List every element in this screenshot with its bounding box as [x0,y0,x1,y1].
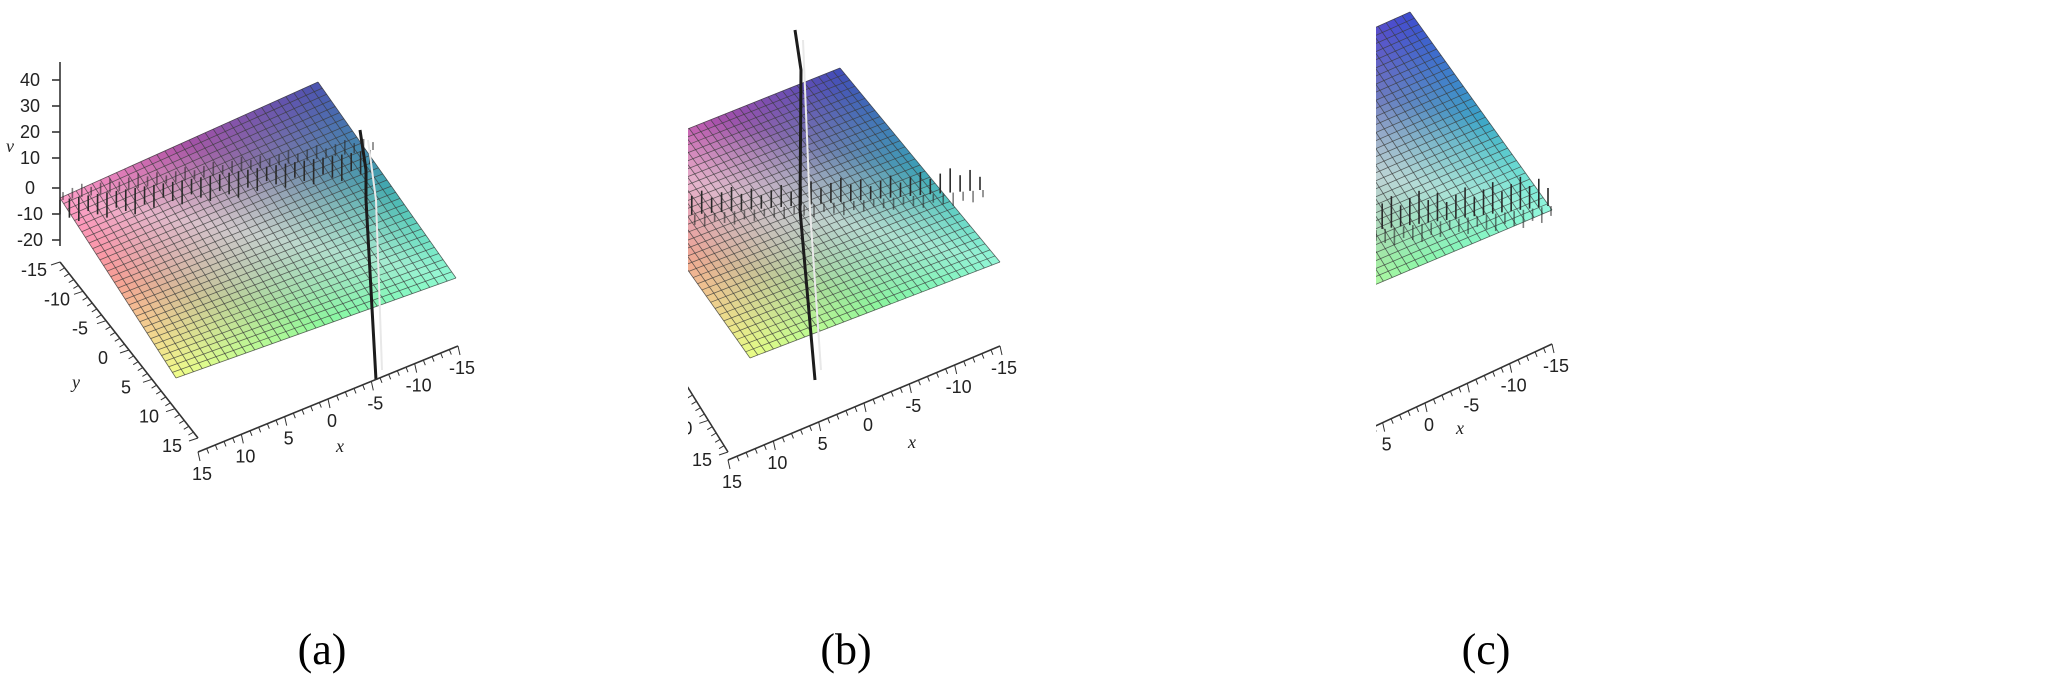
z-axis-label: v [6,136,14,156]
surface-plot-c: 20100-10-20-30-40v-15-10-5051015y151050-… [1376,11,1569,455]
z-tick-label: 40 [20,70,40,90]
y-tick-label: 0 [98,348,108,368]
surface-mesh [688,67,1001,359]
x-tick-label: -15 [1543,356,1569,376]
x-tick-label: 0 [863,415,873,435]
caption-a: (a) [297,625,347,674]
caption-c: (c) [1461,625,1511,674]
z-tick-label: -20 [17,230,43,250]
soliton-ridge [793,29,822,381]
x-tick-label: 5 [1382,435,1392,455]
x-axis-label: x [335,436,344,456]
x-tick-label: -15 [449,358,475,378]
panel-c: 20100-10-20-30-40v-15-10-5051015y151050-… [1376,0,2064,696]
x-tick-label: 15 [192,464,212,484]
x-tick-label: -10 [946,377,972,397]
x-tick-label: -10 [406,376,432,396]
x-axis: 15 10 5 0 -5 -10 -15 [192,345,475,484]
z-tick-label: 0 [25,178,35,198]
z-tick-label: 10 [20,148,40,168]
soliton-spikes [1376,176,1552,245]
y-tick-label: -5 [72,319,88,339]
panel-a: 40 30 20 10 0 -10 -20 v -15 -10 -5 0 5 10 15 y 15 10 5 0 -5-… [0,0,688,696]
z-tick-label: 20 [20,122,40,142]
x-axis-label: x [1455,418,1464,438]
y-tick-label: -15 [21,260,47,280]
surface-plot-b: 20100-10-20v-15-10-5051015y151050-5-10-1… [688,29,1017,492]
soliton-spikes [690,168,984,227]
y-tick-label: 10 [139,407,159,427]
x-tick-label: 5 [818,434,828,454]
surface-mesh [1376,11,1553,285]
surface-mesh [59,81,457,379]
x-tick-label: -5 [1463,395,1479,415]
x-axis-label: x [907,432,916,452]
y-axis-label: y [70,372,80,392]
soliton-spikes [59,138,374,221]
x-axis: 15 10 5 0 -5 -10 -15 [722,345,1017,492]
y-tick-label: 15 [162,436,182,456]
caption-b: (b) [820,625,872,674]
x-tick-label: -5 [367,393,383,413]
z-axis: 40 30 20 10 0 -10 -20 [17,62,61,250]
z-tick-label: 30 [20,96,40,116]
z-tick-label: -10 [17,204,43,224]
soliton-ridge [358,129,383,381]
x-tick-label: 10 [767,453,787,473]
y-tick-label: -10 [44,289,70,309]
y-tick-label: 10 [688,418,692,438]
surface [1376,11,1553,285]
x-tick-label: 5 [284,429,294,449]
surface-plot-a: 403020100-10-20v-15-10-5051015y151050-5-… [6,62,475,484]
panel-b: 20100-10-20v-15-10-5051015y151050-5-10-1… [688,0,1376,696]
x-tick-label: -10 [1501,376,1527,396]
x-tick-label: -15 [991,358,1017,378]
y-tick-label: 5 [121,377,131,397]
x-tick-label: 0 [1424,415,1434,435]
x-tick-label: 15 [722,472,742,492]
y-tick-label: 15 [692,450,712,470]
x-tick-label: -5 [905,396,921,416]
x-tick-label: 10 [235,446,255,466]
x-tick-label: 0 [327,411,337,431]
